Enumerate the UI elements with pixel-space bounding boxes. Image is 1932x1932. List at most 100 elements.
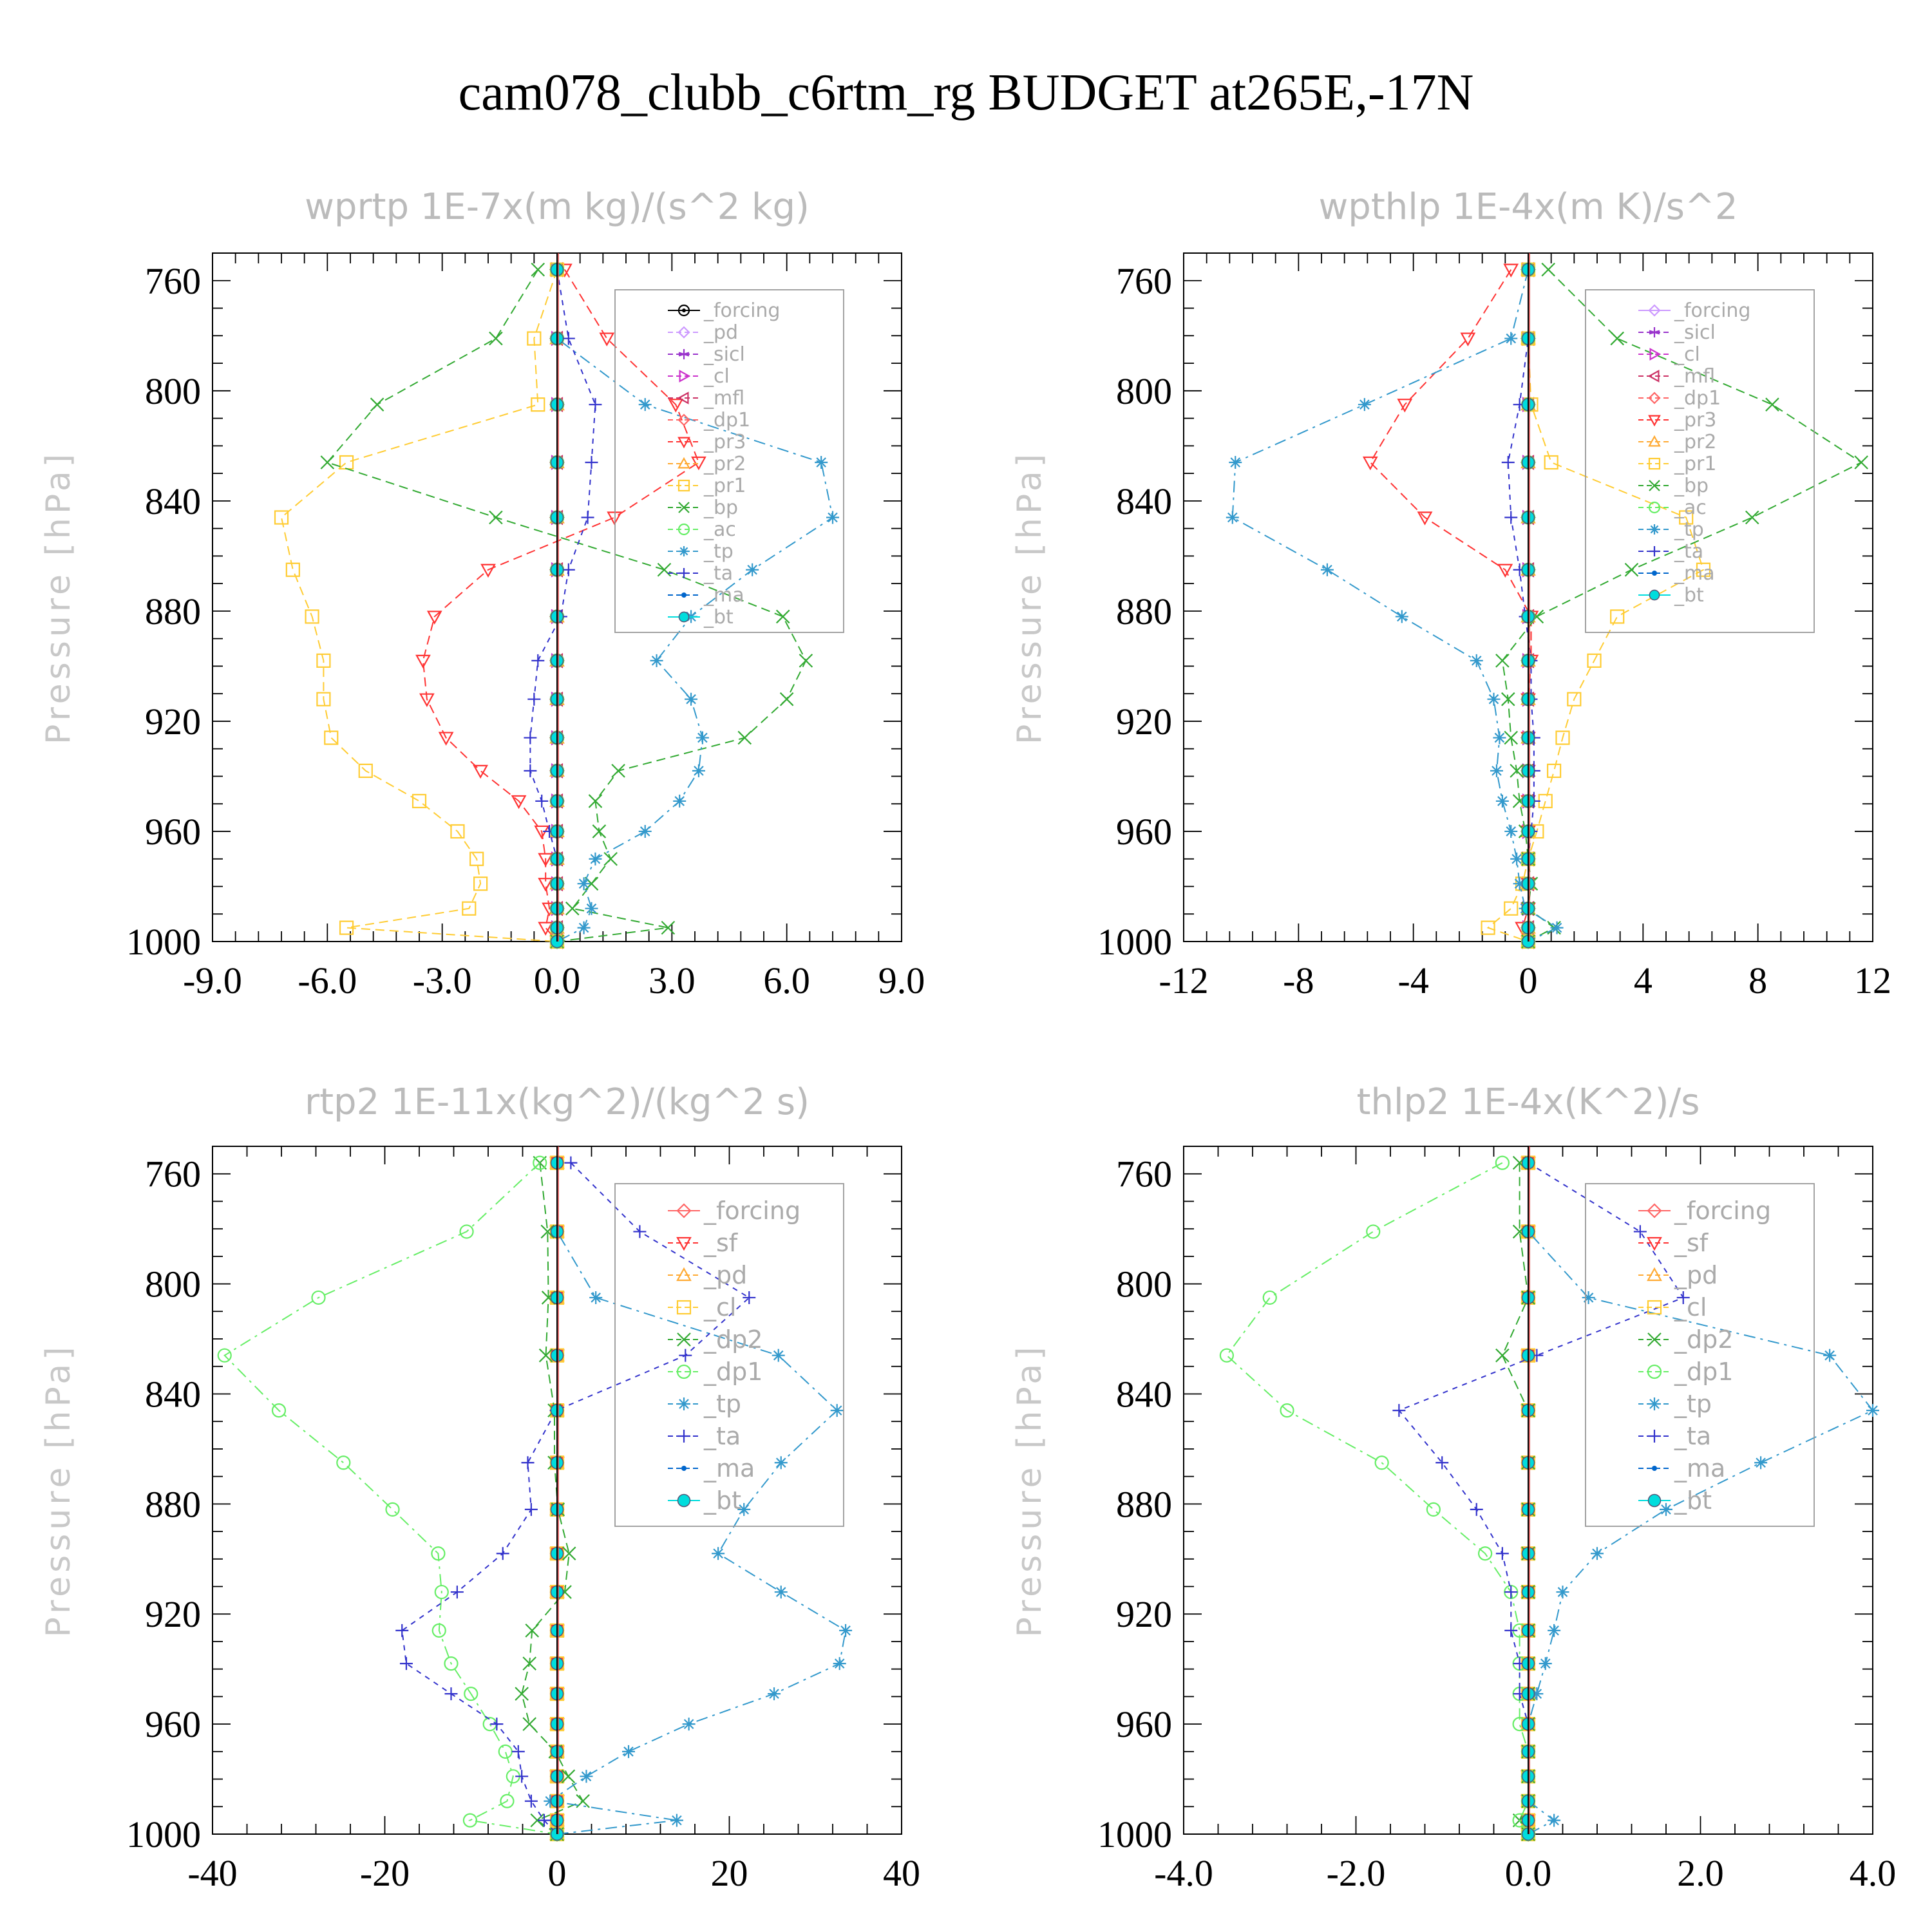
legend-label: _bt <box>1674 1486 1712 1515</box>
legend-item: _ma <box>668 1454 755 1482</box>
data-point <box>1854 455 1868 469</box>
data-point <box>395 1624 409 1637</box>
legend-item: _ac <box>668 518 736 541</box>
legend-item: _pr2 <box>668 453 746 475</box>
data-point <box>1652 1466 1657 1471</box>
x-tick-label: -2.0 <box>1327 1852 1386 1894</box>
data-point <box>562 332 575 345</box>
data-point <box>1648 457 1661 470</box>
legend-item: _forcing <box>1638 1197 1771 1225</box>
data-point <box>490 1718 504 1731</box>
legend-label: _ma <box>1674 562 1715 585</box>
legend-label: _bp <box>1674 475 1709 497</box>
series-pr3 <box>415 263 706 949</box>
legend-item: _cl <box>668 1293 736 1321</box>
series-line <box>401 1162 750 1835</box>
data-point <box>638 398 652 412</box>
legend-label: _ac <box>703 518 736 541</box>
data-point <box>772 1349 785 1362</box>
data-point <box>1504 730 1519 745</box>
data-point <box>521 1456 535 1470</box>
data-point <box>522 1656 536 1671</box>
legend-item: _pr2 <box>1638 431 1716 453</box>
y-tick-label: 960 <box>145 811 201 853</box>
data-point <box>589 852 602 866</box>
data-point <box>1647 1300 1662 1315</box>
legend: _forcing_pd_sicl_cl_mfl_dp1_pr3_pr2_pr1_… <box>614 289 844 633</box>
data-point <box>1696 562 1711 577</box>
legend-item: _bt <box>668 1486 741 1515</box>
data-point <box>661 920 676 935</box>
legend-item: _bt <box>668 606 734 629</box>
panel-title: thlp2 1E-4x(K^2)/s <box>1357 1081 1700 1123</box>
x-tick-label: -40 <box>187 1852 237 1894</box>
data-point <box>1548 1814 1561 1827</box>
series-dp1 <box>1219 1155 1536 1842</box>
x-tick-label: -4 <box>1398 960 1429 1001</box>
data-point <box>1504 332 1518 345</box>
data-point <box>1647 1236 1662 1251</box>
x-tick-label: 40 <box>883 1852 920 1894</box>
legend-item: _ta <box>1638 1422 1711 1450</box>
legend-box <box>1585 1183 1815 1527</box>
data-point <box>1530 1687 1544 1701</box>
data-point <box>498 1744 513 1759</box>
data-point <box>1510 764 1524 778</box>
data-point <box>339 920 354 935</box>
data-point <box>489 331 503 346</box>
data-point <box>677 457 690 469</box>
legend-label: _forcing <box>1674 299 1750 322</box>
data-point <box>217 1348 232 1363</box>
series-line <box>529 269 596 942</box>
data-point <box>668 399 684 413</box>
data-point <box>815 455 828 469</box>
legend-item: _cl <box>1638 343 1700 366</box>
data-point <box>775 609 790 624</box>
data-point <box>1481 920 1495 935</box>
data-point <box>1495 794 1509 808</box>
legend-item: _pr3 <box>668 431 746 453</box>
data-point <box>1591 1547 1604 1560</box>
data-point <box>1823 1349 1837 1362</box>
data-point <box>431 1546 446 1561</box>
data-point <box>415 654 431 669</box>
legend-label: _dp1 <box>1674 1358 1733 1386</box>
y-tick-label: 920 <box>145 1593 201 1635</box>
data-point <box>527 692 541 706</box>
data-point <box>677 437 690 449</box>
data-point <box>1647 370 1660 383</box>
series-tp <box>551 263 839 948</box>
data-point <box>696 731 709 744</box>
y-tick-label: 840 <box>1116 1373 1172 1415</box>
data-point <box>743 1291 756 1304</box>
x-tick-label: -12 <box>1159 960 1208 1001</box>
x-tick-label: 12 <box>1854 960 1891 1001</box>
data-point <box>1648 304 1661 317</box>
data-point <box>511 1745 525 1758</box>
data-point <box>1397 399 1413 413</box>
legend-label: _dp1 <box>703 409 750 431</box>
series-tp <box>1226 263 1564 948</box>
data-point <box>1556 1586 1569 1599</box>
legend-label: _forcing <box>1674 1197 1771 1225</box>
data-point <box>1495 654 1510 668</box>
x-tick-label: 9.0 <box>878 960 925 1001</box>
series-ta <box>1392 1156 1690 1841</box>
series-line <box>422 269 700 942</box>
data-point <box>1679 510 1694 525</box>
data-point <box>1490 764 1503 777</box>
data-point <box>577 921 591 934</box>
data-point <box>538 853 554 867</box>
data-point <box>1392 1404 1406 1417</box>
data-point <box>1649 589 1660 601</box>
data-point <box>524 1502 538 1516</box>
legend-label: _pd <box>703 1261 747 1289</box>
data-point <box>1649 348 1662 361</box>
data-point <box>1548 1624 1561 1637</box>
legend-item: _sf <box>1638 1229 1709 1257</box>
data-point <box>561 1769 576 1784</box>
legend-item: _bp <box>668 497 738 519</box>
legend-item: _forcing <box>668 1197 800 1225</box>
x-tick-label: -3.0 <box>413 960 472 1001</box>
